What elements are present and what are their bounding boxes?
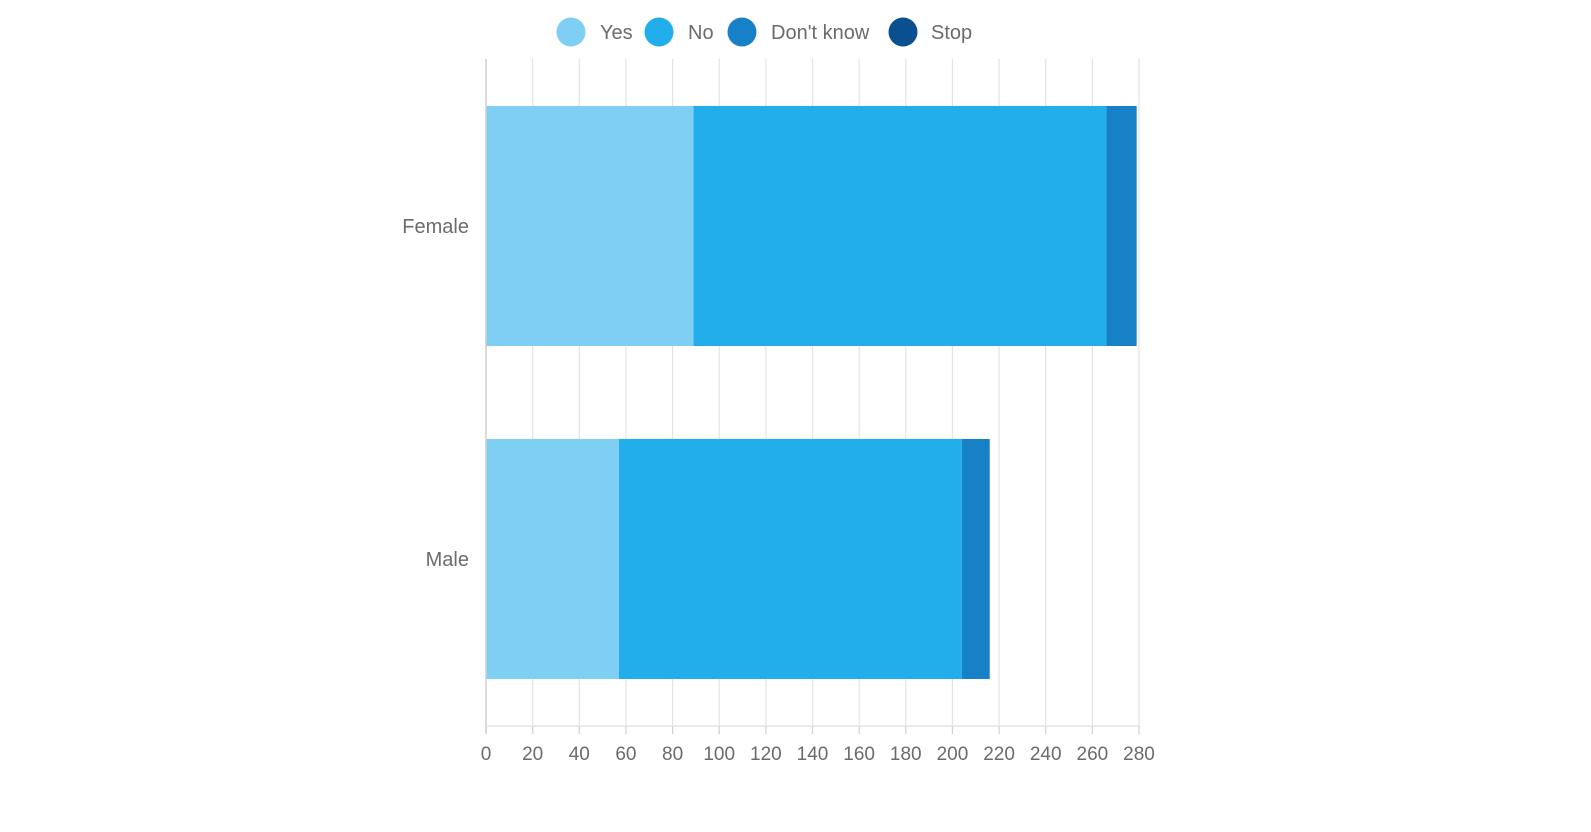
axes: 0 20 40 60 80 100 120 140 160 180 200 220 240 260 280 F… xyxy=(402,59,1155,765)
legend-item-don-t-know[interactable]: Don't know xyxy=(727,17,870,47)
x-tick-label: 240 xyxy=(1030,744,1062,765)
legend-swatch xyxy=(556,17,586,47)
legend-swatch xyxy=(888,17,918,47)
legend-item-yes[interactable]: Yes xyxy=(556,17,633,47)
bar-segment-female-no[interactable] xyxy=(693,106,1107,346)
legend-item-no[interactable]: No xyxy=(644,17,714,47)
legend-label: No xyxy=(688,22,714,44)
bar-segment-male-no[interactable] xyxy=(618,439,962,679)
bar-segment-male-don-t-know[interactable] xyxy=(961,439,990,679)
legend: Yes No Don't know Stop xyxy=(556,17,973,47)
x-tick-label: 80 xyxy=(662,744,683,765)
x-tick-label: 160 xyxy=(843,744,875,765)
legend-swatch xyxy=(727,17,757,47)
x-tick-label: 120 xyxy=(750,744,782,765)
legend-label: Yes xyxy=(600,22,633,44)
legend-label: Don't know xyxy=(771,22,870,44)
category-label: Female xyxy=(402,216,469,238)
x-tick-label: 280 xyxy=(1123,744,1155,765)
x-tick-label: 180 xyxy=(890,744,922,765)
legend-item-stop[interactable]: Stop xyxy=(888,17,973,47)
bars xyxy=(486,106,1137,679)
x-tick-label: 20 xyxy=(522,744,543,765)
legend-label: Stop xyxy=(931,22,972,44)
x-tick-label: 0 xyxy=(481,744,492,765)
category-label: Male xyxy=(426,549,469,571)
x-tick-label: 140 xyxy=(797,744,829,765)
bar-segment-male-yes[interactable] xyxy=(486,439,619,679)
x-tick-label: 100 xyxy=(703,744,735,765)
x-tick-label: 40 xyxy=(569,744,590,765)
x-tick-label: 220 xyxy=(983,744,1015,765)
legend-swatch xyxy=(644,17,674,47)
x-tick-label: 200 xyxy=(937,744,969,765)
x-tick-label: 60 xyxy=(615,744,636,765)
bar-segment-female-yes[interactable] xyxy=(486,106,694,346)
bar-segment-female-don-t-know[interactable] xyxy=(1106,106,1137,346)
x-tick-label: 260 xyxy=(1077,744,1109,765)
